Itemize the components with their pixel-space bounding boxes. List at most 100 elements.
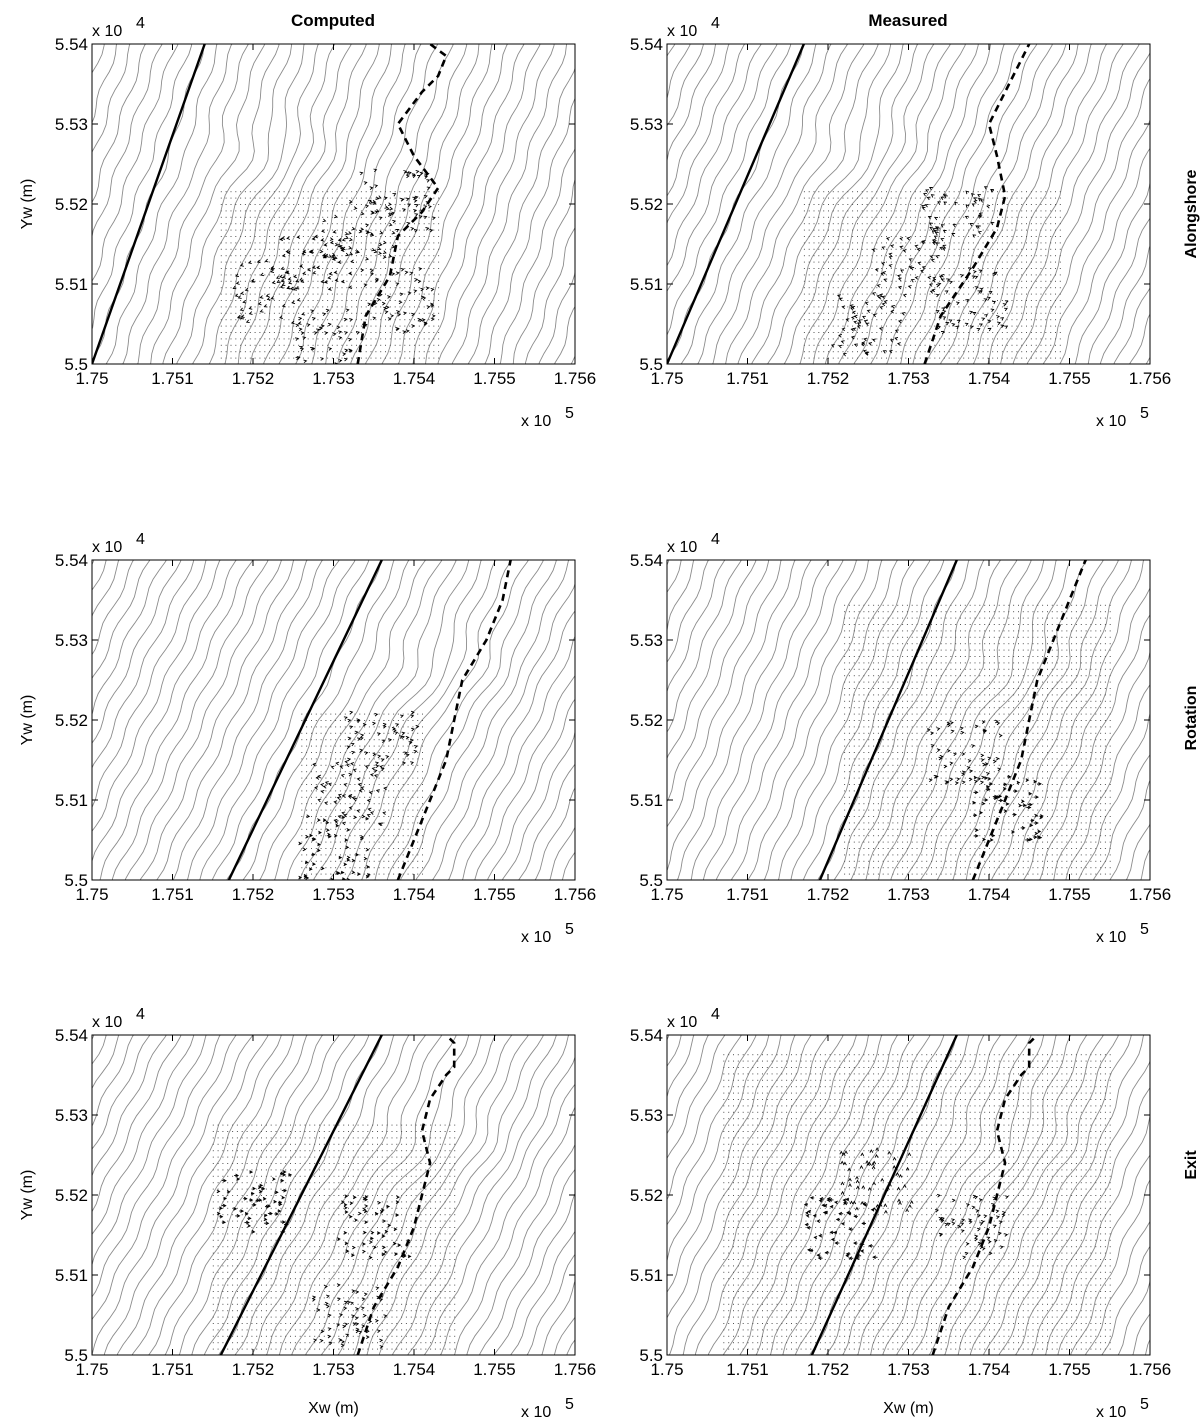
depth-contour — [92, 44, 131, 154]
velocity-vectors — [830, 186, 1009, 357]
depth-contour — [769, 1035, 915, 1355]
depth-contour — [92, 1035, 135, 1127]
depth-contour — [392, 544, 546, 896]
depth-contour — [412, 44, 525, 364]
y-exponent: 4 — [711, 15, 720, 32]
depth-contour — [668, 1035, 812, 1355]
depth-contour — [242, 560, 395, 880]
y-tick-label: 5.54 — [55, 1026, 88, 1045]
depth-contour — [92, 1035, 237, 1321]
y-tick-label: 5.54 — [630, 551, 663, 570]
panel-rotation-measured: 1.75 1.751 1.752 1.753 1.754 1.755 1.756 5.5 5.5… — [392, 531, 1171, 946]
y-tick-label: 5.51 — [55, 791, 88, 810]
depth-contour — [667, 1035, 770, 1263]
velocity-vectors — [803, 1147, 1009, 1261]
x-tick-label: 1.753 — [312, 369, 355, 388]
depth-contour — [92, 1035, 207, 1267]
depth-contour — [1099, 244, 1150, 364]
x-multiplier: x 10 — [521, 929, 551, 946]
depth-contour — [291, 1035, 457, 1355]
y-tick-label: 5.5 — [64, 1346, 88, 1365]
depth-contour — [360, 560, 513, 880]
depth-contour — [998, 1035, 1145, 1355]
y-tick-label: 5.53 — [55, 631, 88, 650]
depth-contour — [667, 1035, 782, 1293]
depth-contour — [712, 44, 849, 364]
depth-contour — [407, 1035, 570, 1355]
depth-contour — [667, 44, 717, 163]
depth-contour — [409, 544, 560, 896]
bar-line-dashed — [356, 1035, 456, 1355]
depth-contour — [320, 1035, 482, 1355]
depth-contour — [878, 560, 1018, 880]
depth-contour — [92, 44, 147, 204]
depth-contour — [224, 44, 336, 364]
depth-contour — [92, 560, 195, 769]
depth-contour — [423, 1055, 575, 1355]
depth-contour — [172, 560, 324, 880]
depth-contour — [526, 1253, 575, 1355]
grid-dots — [803, 191, 1061, 359]
depth-contour — [667, 1035, 757, 1226]
depth-contour — [936, 560, 1072, 880]
depth-contour — [725, 44, 865, 364]
depth-contour — [499, 147, 575, 364]
depth-contour — [972, 44, 1108, 364]
depth-contour — [92, 1035, 151, 1150]
depth-contour — [1084, 1220, 1150, 1355]
depth-contour — [777, 560, 915, 880]
depth-contour — [92, 560, 167, 716]
depth-contour — [325, 28, 480, 380]
depth-contour — [944, 1035, 1088, 1355]
depth-contour — [782, 1035, 931, 1355]
depth-contour — [900, 44, 1038, 364]
depth-contour — [987, 44, 1124, 364]
depth-contour — [472, 28, 620, 380]
depth-contour — [428, 28, 581, 380]
x-tick-label: 1.754 — [968, 1360, 1011, 1379]
shoreline-solid — [219, 1035, 383, 1355]
y-tick-label: 5.5 — [639, 355, 663, 374]
depth-contour — [956, 44, 1092, 364]
y-tick-label: 5.52 — [55, 711, 88, 730]
depth-contour — [92, 560, 221, 832]
depth-contour — [667, 44, 704, 127]
depth-contour — [447, 610, 575, 880]
depth-contour — [0, 28, 6, 380]
depth-contour — [461, 635, 575, 880]
x-tick-label: 1.754 — [968, 885, 1011, 904]
x-tick-label: 1.754 — [393, 369, 436, 388]
depth-contour — [328, 560, 482, 880]
x-tick-label: 1.751 — [726, 885, 769, 904]
depth-contour — [667, 560, 695, 633]
depth-contour — [299, 560, 457, 880]
depth-contour — [467, 66, 575, 364]
depth-contour — [799, 44, 935, 364]
depth-contour — [667, 560, 742, 733]
depth-contour — [524, 226, 575, 364]
depth-contour — [466, 1143, 575, 1355]
depth-contour — [0, 28, 20, 380]
depth-contour — [237, 44, 352, 364]
depth-contour — [439, 1083, 575, 1355]
x-tick-label: 1.754 — [968, 369, 1011, 388]
x-tick-label: 1.751 — [151, 885, 194, 904]
x-tick-label: 1.755 — [473, 369, 516, 388]
axes-frame — [91, 43, 576, 365]
depth-contour — [92, 560, 182, 744]
depth-contour — [337, 1035, 497, 1355]
depth-contour — [689, 1019, 870, 1371]
panel-rotation-computed: 1.75 1.751 1.752 1.753 1.754 1.755 1.7565.55.5… — [19, 531, 596, 946]
depth-contour — [156, 560, 308, 880]
depth-contour — [487, 698, 575, 880]
x-tick-label: 1.755 — [473, 1360, 516, 1379]
x-tick-label: 1.752 — [232, 1360, 275, 1379]
x-tick-label: 1.752 — [807, 369, 850, 388]
depth-contour — [364, 44, 480, 364]
x-tick-label: 1.756 — [554, 369, 597, 388]
x-tick-label: 1.752 — [232, 369, 275, 388]
panel-alongshore-measured: 1.75 1.751 1.752 1.753 1.754 1.755 1.756 5.5 5.5… — [325, 15, 1171, 430]
depth-contour — [587, 1019, 766, 1371]
depth-contour — [1000, 44, 1140, 364]
depth-contour — [186, 560, 340, 880]
